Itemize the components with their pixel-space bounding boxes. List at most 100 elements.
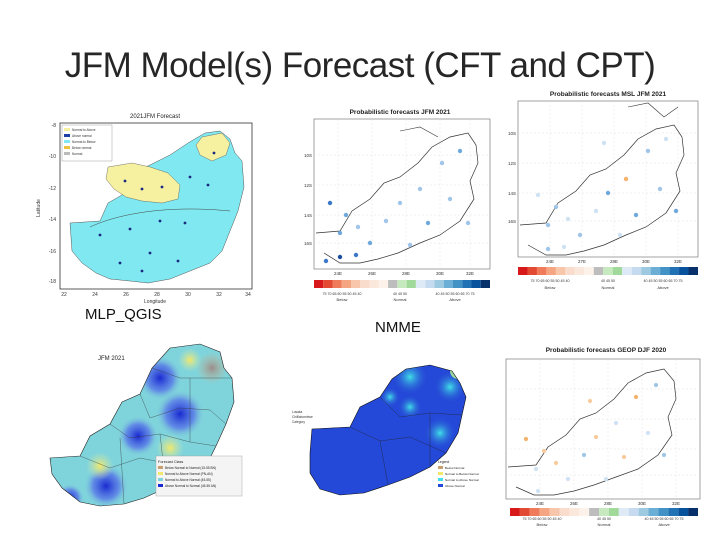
colorbar-cell — [559, 508, 570, 516]
colorbar-cell — [669, 267, 680, 275]
svg-text:14S: 14S — [304, 213, 312, 218]
colorbar-cell — [360, 280, 370, 288]
svg-text:Chililabombwe: Chililabombwe — [292, 415, 313, 419]
legend-above: Above — [449, 297, 461, 302]
svg-text:32: 32 — [216, 292, 222, 298]
legend-item: Above Normal to Normal (45-55 AN) — [165, 484, 216, 488]
nmme-figure: Probabilistic forecasts JFM 2021 10S 12S… — [304, 109, 491, 302]
forecast-dots — [535, 136, 679, 252]
legend-item: Normal to Above Normal — [445, 478, 479, 482]
legend-normal: Normal — [602, 285, 615, 290]
svg-text:-12: -12 — [49, 186, 56, 192]
plot-frame — [59, 122, 253, 290]
zambia-yellow-region — [195, 132, 231, 162]
svg-text:14S: 14S — [508, 191, 516, 196]
legend-item: Normal to Above Normal (45-55) — [165, 478, 211, 482]
svg-text:Lusaka: Lusaka — [292, 410, 303, 414]
svg-text:26E: 26E — [570, 501, 578, 506]
nmme-map-panel: Lusaka Chililabombwe Category Legend Bel… — [290, 357, 490, 527]
colorbar-cell — [549, 508, 560, 516]
colorbar-cell — [641, 267, 651, 275]
country-border — [309, 364, 467, 496]
colorbar-cell — [574, 267, 585, 275]
colorbar-cell — [668, 508, 679, 516]
svg-text:24E: 24E — [334, 271, 342, 276]
colorbar-cell — [679, 267, 689, 275]
colorbar-cell — [658, 508, 669, 516]
geop-probabilistic-panel: Probabilistic forecasts GEOP DJF 2020 24… — [496, 341, 708, 527]
colorbar-cell — [555, 267, 566, 275]
colorbar-cell — [650, 267, 661, 275]
scale-labels: 75 70 65 60 55 50 45 40 — [531, 279, 570, 283]
map-frame — [505, 358, 701, 500]
station-dots — [98, 151, 216, 273]
colorbar-cell — [539, 508, 550, 516]
legend-item: Normal to Above — [72, 128, 96, 132]
svg-text:26E: 26E — [368, 271, 376, 276]
y-axis-ticks: -8 -10 -12 -14 -16 -18 — [49, 123, 56, 285]
nmme-probabilistic-panel: Probabilistic forecasts JFM 2021 10S 12S… — [300, 103, 497, 303]
side-text: Lusaka Chililabombwe Category — [292, 410, 313, 424]
y-axis-ticks: 10S 12S 14S 16S — [304, 153, 312, 246]
svg-text:32E: 32E — [672, 501, 680, 506]
legend-item: Below Normal to Normal (15-55 BN) — [165, 466, 216, 470]
svg-text:30E: 30E — [436, 271, 444, 276]
x-axis-ticks: 24E 27E 28E 30E 32E — [546, 259, 682, 264]
colorbar-cell — [612, 267, 623, 275]
colorbar-cell — [406, 280, 416, 288]
colorbar-cell — [569, 508, 580, 516]
contour-line — [89, 208, 231, 228]
colorbar-cell — [314, 280, 324, 288]
legend-above: Above — [658, 522, 670, 527]
nmme-map-legend: Legend Below Normal Normal to Below Norm… — [438, 460, 479, 488]
svg-text:28E: 28E — [610, 259, 618, 264]
x-axis-ticks: 22 24 26 28 30 32 34 — [61, 292, 251, 298]
svg-text:16S: 16S — [304, 241, 312, 246]
colorbar-cell — [599, 508, 609, 516]
legend-below: Below — [537, 522, 548, 527]
qgis-forecast-panel: 2021JFM Forecast Normal to Above Above n… — [30, 103, 262, 305]
nmme-map-figure: Lusaka Chililabombwe Category Legend Bel… — [292, 364, 479, 496]
svg-text:34: 34 — [245, 292, 251, 298]
x-axis-ticks: 24E 26E 28E 30E 32E — [334, 271, 474, 276]
colorbar-cell — [332, 280, 342, 288]
colorbar-cell — [452, 280, 463, 288]
colorbar-cell — [648, 508, 659, 516]
probability-colorbar — [314, 280, 490, 288]
svg-text:10S: 10S — [508, 131, 516, 136]
colorbar-cell — [579, 508, 590, 516]
svg-text:24E: 24E — [546, 259, 554, 264]
colorbar-cell — [388, 280, 398, 288]
colorbar-cell — [631, 267, 642, 275]
colorbar-cell — [608, 508, 619, 516]
colorbar-cell — [565, 267, 575, 275]
svg-text:27E: 27E — [578, 259, 586, 264]
qgis-title: 2021JFM Forecast — [130, 114, 180, 120]
svg-text:-14: -14 — [49, 217, 56, 223]
country-border — [49, 343, 235, 507]
colorbar-cell — [351, 280, 361, 288]
y-axis-ticks: 10S 12S 14S 16S — [508, 131, 516, 224]
colorbar-cell — [529, 508, 540, 516]
svg-text:32E: 32E — [466, 271, 474, 276]
qgis-legend: Normal to Above Above normal Normal to B… — [61, 124, 113, 162]
svg-text:12S: 12S — [304, 183, 312, 188]
svg-text:12S: 12S — [508, 161, 516, 166]
colorbar-cell — [660, 267, 670, 275]
legend-item: Above normal — [72, 134, 92, 138]
colorbar-cell — [527, 267, 537, 275]
qgis-map-panel: JFM 2021 Forecast Class — [40, 338, 280, 518]
country-border — [315, 132, 479, 264]
legend-below: Below — [545, 285, 556, 290]
geop-figure: Probabilistic forecasts GEOP DJF 2020 24… — [505, 347, 701, 527]
svg-text:10S: 10S — [304, 153, 312, 158]
legend-item: Below Normal — [445, 466, 465, 470]
colorbar-cell — [688, 267, 698, 275]
legend-title: Legend — [438, 460, 449, 464]
svg-text:Category: Category — [292, 420, 305, 424]
svg-text:24E: 24E — [536, 501, 544, 506]
msl-figure: Probabilistic forecasts MSL JFM 2021 10S… — [508, 91, 699, 290]
scale-labels: 40 45 50 55 60 65 70 75 — [436, 292, 475, 296]
colorbar-cell — [471, 280, 481, 288]
colorbar-cell — [462, 280, 472, 288]
